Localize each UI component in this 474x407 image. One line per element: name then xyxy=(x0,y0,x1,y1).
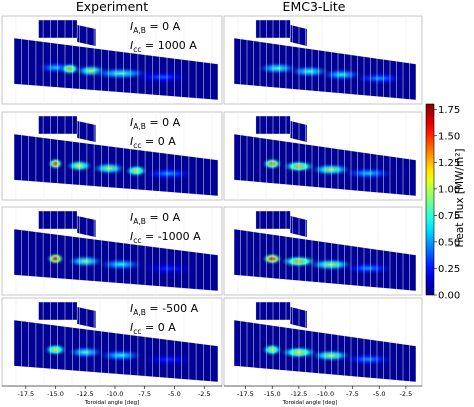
x-tick-label: -10.0 xyxy=(317,390,334,398)
colorbar-tick-label: 0.75 xyxy=(438,211,460,222)
hotspot xyxy=(97,348,145,362)
heatmap-panel-experiment-2 xyxy=(1,111,223,201)
hotspot xyxy=(261,157,283,171)
column-title-emc3-lite: EMC3-Lite xyxy=(283,0,346,14)
hotspot xyxy=(43,343,68,357)
ia-label: IA,B = 0 A xyxy=(130,116,181,131)
heatmap-panel-experiment-3 xyxy=(1,206,223,296)
colorbar-tick-label: 1.00 xyxy=(438,184,460,195)
ia-label: IA,B = -500 A xyxy=(130,302,199,317)
x-axis-emc3-lite: -17.5 -15.0 -12.5 -10.0 -7.5 -5.0 -2.5 xyxy=(224,385,422,398)
x-axis-label-experiment: Toroidal angle [deg] xyxy=(84,400,140,406)
colorbar-tick-label: 1.75 xyxy=(438,105,460,116)
hotspot xyxy=(132,70,193,84)
icc-label: Icc = -1000 A xyxy=(130,230,201,245)
x-tick-label: -17.5 xyxy=(17,390,34,398)
colorbar-scale xyxy=(425,103,435,296)
x-tick-label: -15.0 xyxy=(47,390,64,398)
colorbar-label: Heat Flux [MW/m²] xyxy=(454,148,466,247)
hotspot xyxy=(138,353,199,367)
current-labels: IA,B = 0 A Icc = 1000 A IA,B = 0 A Icc = 0 … xyxy=(130,20,201,336)
hotspot xyxy=(309,163,353,177)
hotspot xyxy=(46,252,65,266)
hotspot xyxy=(261,252,283,266)
x-tick-label: -15.0 xyxy=(264,390,281,398)
x-tick-label: -2.5 xyxy=(400,390,413,398)
x-axis-experiment: -17.5 -15.0 -12.5 -10.0 -7.5 -5.0 -2.5 xyxy=(2,385,222,398)
hotspot xyxy=(320,68,364,82)
column-title-experiment: Experiment xyxy=(76,0,148,14)
heatmap-panel-emc3_lite-4 xyxy=(223,297,423,387)
heatmap-panel-experiment-4 xyxy=(1,297,223,387)
ia-label: IA,B = 0 A xyxy=(130,20,181,35)
x-tick-label: -12.5 xyxy=(290,390,307,398)
hotspot xyxy=(97,257,145,271)
hotspot xyxy=(142,167,195,181)
hotspot xyxy=(309,349,353,363)
colorbar-tick-label: 0.25 xyxy=(438,264,460,275)
x-tick-label: -7.5 xyxy=(346,390,359,398)
hotspot xyxy=(138,262,199,276)
icc-label: Icc = 0 A xyxy=(130,321,176,336)
colorbar-tick-label: 1.50 xyxy=(438,131,460,142)
x-tick-label: -10.0 xyxy=(107,390,124,398)
heatmap-panel-emc3_lite-1 xyxy=(223,15,423,105)
hotspot xyxy=(66,254,105,268)
colorbar-tick-label: 0.00 xyxy=(438,291,460,302)
heatmap-panel-emc3_lite-3 xyxy=(223,206,423,296)
colorbar-tick-label: 1.25 xyxy=(438,158,460,169)
x-tick-label: -7.5 xyxy=(138,390,151,398)
hotspot xyxy=(352,71,407,85)
icc-label: Icc = 1000 A xyxy=(130,39,197,54)
hotspot xyxy=(341,261,396,275)
panel-grid xyxy=(1,15,423,387)
hotspot xyxy=(341,166,396,180)
heatmap-panel-emc3_lite-2 xyxy=(223,111,423,201)
heatmap-panel-experiment-1 xyxy=(1,15,223,105)
hotspot xyxy=(91,161,127,175)
icc-label: Icc = 0 A xyxy=(130,135,176,150)
hotspot xyxy=(66,345,105,359)
x-tick-label: -12.5 xyxy=(77,390,94,398)
x-tick-label: -2.5 xyxy=(198,390,211,398)
hotspot xyxy=(47,157,64,171)
x-tick-label: -5.0 xyxy=(168,390,181,398)
ia-label: IA,B = 0 A xyxy=(130,211,181,226)
colorbar-tick-label: 0.50 xyxy=(438,237,460,248)
x-tick-label: -5.0 xyxy=(373,390,386,398)
hotspot xyxy=(341,352,396,366)
x-tick-label: -17.5 xyxy=(237,390,254,398)
hotspot xyxy=(261,343,283,357)
x-axis-label-emc3-lite: Toroidal angle [deg] xyxy=(282,400,338,406)
colorbar: 0.00 0.25 0.50 0.75 1.00 1.25 1.50 1.75 xyxy=(425,103,460,302)
